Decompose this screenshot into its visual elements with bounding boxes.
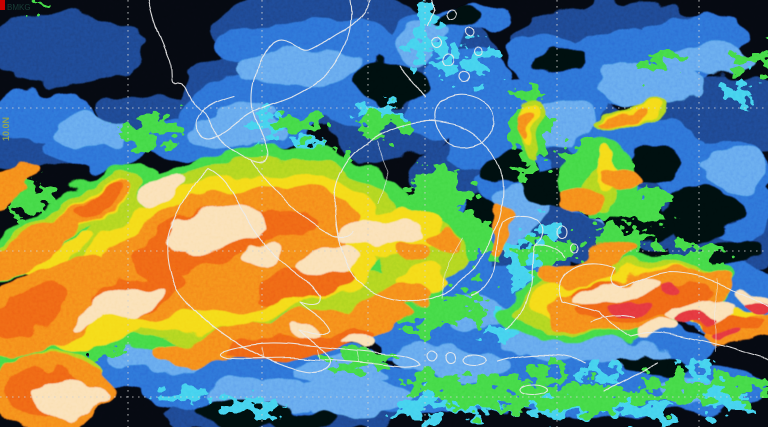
coastline-visayas-2 [458,70,470,82]
coastline-new-guinea-north [559,262,768,308]
coastline-malay-peninsula [251,159,353,239]
coastline-visayas-4 [465,27,475,37]
java-province-borders [261,347,359,363]
coastline-visayas-5 [446,8,458,20]
coastline-sumbawa [462,354,488,366]
coastline-flores [497,354,585,365]
coastline-indochina [148,0,371,164]
coastline-ternate [569,242,579,254]
coastline-sumba [518,384,548,396]
coastline-layer [148,0,768,396]
coastline-sumatra [166,167,331,373]
coastline-visayas-1 [441,53,455,67]
coastline-java [218,343,421,368]
latitude-label-text: 10.0N [1,117,11,141]
corner-mark [0,0,5,10]
coastline-seram [591,315,637,323]
coastline-timor [603,363,659,393]
watermark-text: BMKG [7,3,31,12]
borneo-internal-borders [375,141,463,299]
coastline-luzon-tail [427,0,435,25]
coastline-vietnam [195,0,352,139]
coastline-lombok [444,352,456,364]
coastline-palawan [399,65,427,99]
coastline-halmahera [556,224,568,240]
coastline-bali [426,350,438,362]
coastline-sulawesi [471,214,565,331]
coastline-mindanao [434,94,493,148]
latitude-label: 10.0N [1,117,11,141]
coastline-new-guinea-south [561,301,768,360]
coastline-visayas-6 [473,47,483,57]
coastline-visayas-3 [430,36,442,48]
